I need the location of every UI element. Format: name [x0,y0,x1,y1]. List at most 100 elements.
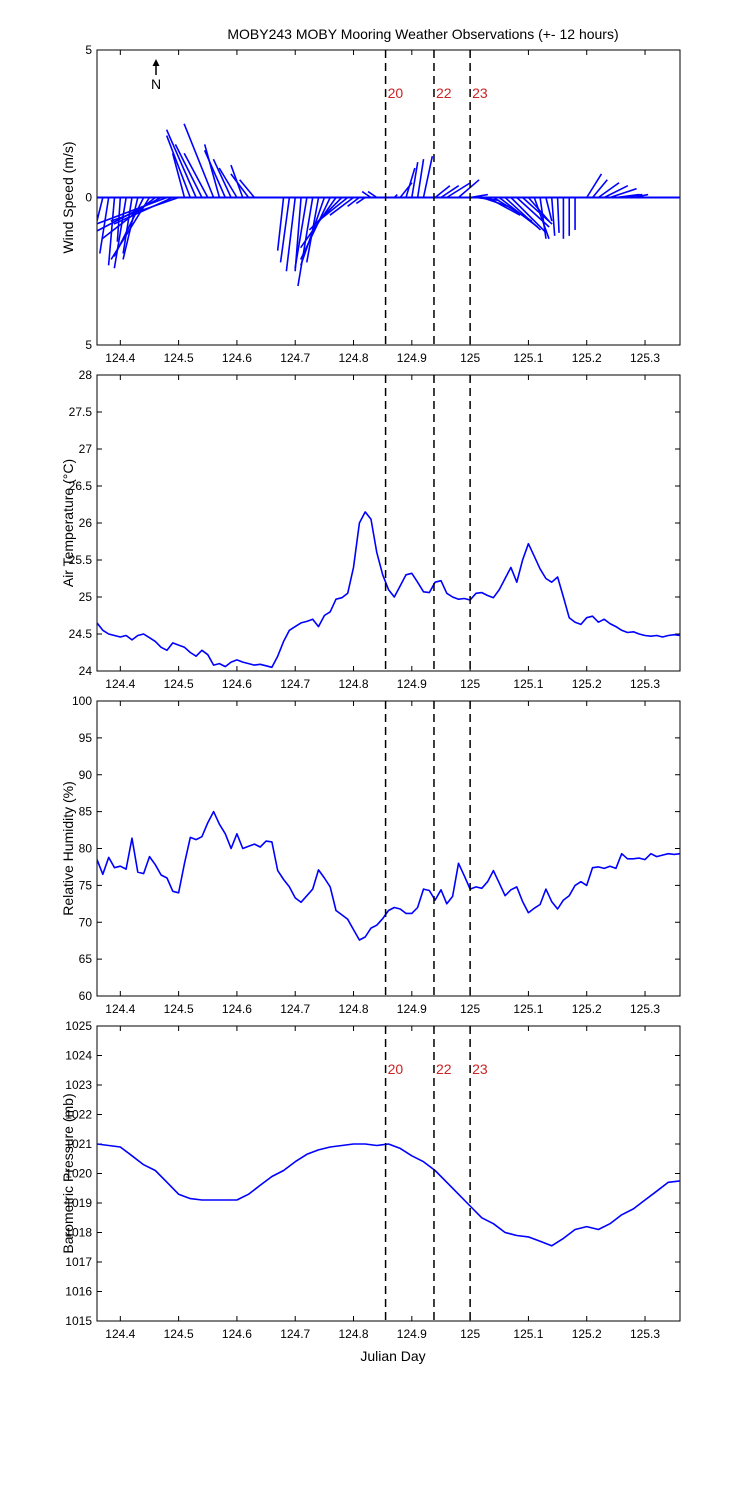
wind-stick [603,184,629,199]
wind-stick [487,196,521,216]
y-tick-label: 26 [79,516,93,530]
wind-stick [165,135,192,198]
relative-humidity-line [97,810,680,941]
marker-label: 20 [388,1061,404,1077]
wind-speed-data [97,123,680,287]
wind-stick [609,187,637,199]
wind-stick [469,193,488,199]
x-tick-label: 124.7 [280,1002,310,1016]
wind-stick [504,196,542,231]
barometric-pressure-y-label: Barometric Pressure (mb) [60,1093,76,1253]
wind-stick [183,123,215,198]
wind-stick [411,161,419,198]
x-tick-label: 125.1 [513,1002,543,1016]
wind-speed-y-label: Wind Speed (m/s) [60,141,76,253]
x-axis-label: Julian Day [360,1348,425,1364]
wind-stick [230,173,250,198]
y-tick-label: 5 [85,43,92,57]
x-tick-label: 124.6 [222,1002,252,1016]
x-tick-label: 125.3 [630,1002,660,1016]
wind-stick [239,179,256,199]
wind-stick [355,196,366,205]
wind-stick [203,149,226,198]
relative-humidity-panel: 60 65 70 75 80 85 90 95 100 124.4 124.5 124.6 124.7 1… [60,694,681,1016]
wind-stick [550,197,556,236]
y-tick-label: 5 [85,338,92,352]
x-tick-label: 124.8 [339,351,369,365]
x-tick-label: 124.7 [280,351,310,365]
wind-stick [294,197,308,269]
x-tick-label: 124.7 [280,677,310,691]
wind-stick [285,197,297,272]
y-tick-label: 95 [79,731,93,745]
wind-stick [440,185,460,199]
x-tick-label: 124.8 [339,1327,369,1341]
wind-stick [434,185,451,199]
wind-stick [218,167,238,198]
x-tick-label: 124.9 [397,677,427,691]
y-tick-label: 1017 [65,1255,92,1269]
wind-stick [171,153,186,198]
y-tick-label: 28 [79,368,93,382]
x-tick-label: 124.5 [164,1327,194,1341]
x-tick-label: 125.1 [513,1327,543,1341]
air-temperature-axes-frame [96,374,681,672]
wind-stick [122,197,133,254]
y-tick-label: 1021 [65,1137,92,1151]
y-tick-label: 27 [79,442,93,456]
x-tick-label: 124.5 [164,351,194,365]
x-tick-label: 124.6 [222,677,252,691]
wind-stick [621,193,643,199]
x-tick-label: 125 [460,351,480,365]
marker-label: 22 [436,1061,452,1077]
wind-stick [183,152,209,198]
y-tick-label: 1024 [65,1049,92,1063]
y-tick-label: 24 [79,664,93,678]
wind-stick [113,197,127,269]
wind-stick [97,197,104,225]
x-tick-label: 124.4 [105,351,135,365]
north-arrowhead-icon [152,59,160,66]
x-tick-label: 125.2 [572,1327,602,1341]
wind-stick [533,197,550,240]
barometric-pressure-panel: 1015 1016 1017 1018 1019 1020 1021 1022 1023 1024… [60,1019,681,1341]
x-tick-label: 124.4 [105,1002,135,1016]
x-tick-label: 124.8 [339,1002,369,1016]
x-tick-label: 124.4 [105,677,135,691]
wind-stick [317,196,349,222]
wind-stick [633,193,649,199]
x-tick-label: 125.2 [572,351,602,365]
wind-stick [329,196,354,216]
x-tick-label: 124.9 [397,1327,427,1341]
barometric-pressure-data [97,1143,680,1247]
x-tick-label: 124.9 [397,1002,427,1016]
wind-stick [308,196,343,231]
wind-stick [276,197,285,251]
figure-title: MOBY243 MOBY Mooring Weather Observation… [227,26,618,42]
wind-stick [279,197,291,263]
marker-label: 23 [472,1061,488,1077]
x-tick-label: 124.4 [105,1327,135,1341]
north-label: N [151,76,161,92]
x-tick-label: 124.5 [164,677,194,691]
y-tick-label: 70 [79,915,93,929]
wind-stick [299,197,331,260]
wind-stick [203,144,221,198]
y-tick-label: 80 [79,842,93,856]
x-tick-label: 125.3 [630,1327,660,1341]
panels: 5 0 5 124.4 124.5 124.6 124.7 124.8 124.9 125 125.… [60,43,681,1341]
y-tick-label: 25.5 [69,553,93,567]
marker-label: 22 [436,85,452,101]
x-tick-label: 125 [460,1327,480,1341]
wind-stick [545,197,553,222]
x-tick-label: 125 [460,1002,480,1016]
wind-stick [110,196,179,222]
x-tick-label: 124.8 [339,677,369,691]
y-tick-label: 26.5 [69,479,93,493]
x-tick-label: 125.1 [513,677,543,691]
x-tick-label: 125 [460,677,480,691]
wind-stick [393,193,398,199]
marker-label: 23 [472,85,488,101]
wind-stick [510,196,547,234]
wind-stick [405,167,416,198]
